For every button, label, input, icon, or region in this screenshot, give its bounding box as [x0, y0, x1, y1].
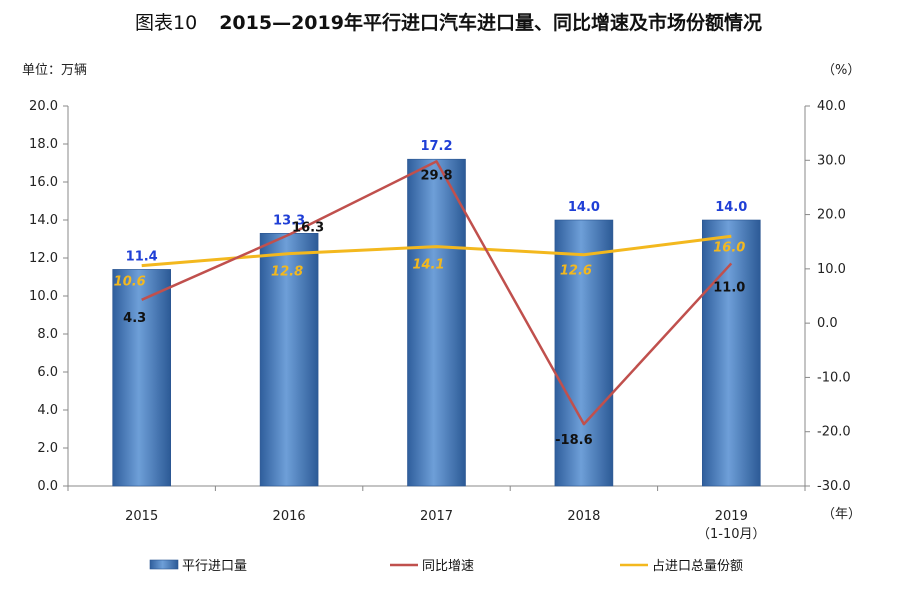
x-axis-tick-label: 2015	[125, 509, 158, 524]
left-axis-tick-label: 4.0	[37, 403, 58, 418]
chart-title-text: 2015—2019年平行进口汽车进口量、同比增速及市场份额情况	[219, 12, 762, 34]
figure-number: 图表10	[135, 12, 198, 34]
bar-2017	[407, 158, 466, 487]
left-axis-tick-label: 2.0	[37, 441, 58, 456]
legend-item-growth: 同比增速	[390, 559, 474, 574]
x-axis-tick-label: 2016	[273, 509, 306, 524]
right-axis-tick-label: 40.0	[817, 99, 846, 114]
growth-value-label: 16.3	[292, 221, 324, 236]
right-axis-unit: （%）	[822, 63, 860, 78]
bar-2018	[554, 219, 614, 487]
x-axis-tick-label: 2018	[567, 509, 600, 524]
legend-item-share: 占进口总量份额	[620, 559, 743, 574]
bar-value-label: 11.4	[126, 249, 158, 264]
bar-2019	[701, 219, 761, 487]
legend-label: 占进口总量份额	[652, 559, 743, 574]
left-axis-tick-label: 14.0	[29, 213, 58, 228]
bar-value-label: 17.2	[420, 139, 452, 154]
bar-value-label: 14.0	[715, 200, 747, 215]
share-value-label: 10.6	[114, 275, 146, 290]
legend-item-volume: 平行进口量	[149, 559, 247, 574]
x-axis-tick-sublabel: （1-10月）	[697, 527, 766, 542]
legend-label: 平行进口量	[182, 559, 247, 574]
legend-label: 同比增速	[422, 559, 474, 574]
bar-value-label: 14.0	[568, 200, 600, 215]
growth-value-label: 29.8	[420, 168, 452, 183]
growth-line	[141, 160, 733, 426]
bar-2016	[259, 233, 319, 487]
left-axis-tick-label: 20.0	[29, 99, 58, 114]
bar-2015	[112, 269, 171, 487]
growth-value-label: 11.0	[713, 280, 745, 295]
right-axis-tick-label: 0.0	[817, 316, 838, 331]
share-value-label: 12.8	[271, 265, 303, 280]
right-axis-tick-label: -10.0	[817, 370, 851, 385]
left-axis-tick-label: 16.0	[29, 175, 58, 190]
right-axis-tick-label: 10.0	[817, 262, 846, 277]
left-axis-tick-label: 6.0	[37, 365, 58, 380]
growth-value-label: -18.6	[555, 433, 592, 448]
left-axis-tick-label: 12.0	[29, 251, 58, 266]
chart-title: 图表10 2015—2019年平行进口汽车进口量、同比增速及市场份额情况	[0, 8, 897, 35]
left-axis-unit: 单位：万辆	[22, 63, 87, 78]
x-axis-tick-label: 2017	[420, 509, 453, 524]
right-axis-tick-label: -20.0	[817, 425, 851, 440]
x-axis-tick-label: 2019	[715, 509, 748, 524]
legend-swatch-bar	[149, 559, 179, 570]
left-axis-tick-label: 18.0	[29, 137, 58, 152]
right-axis-tick-label: 20.0	[817, 208, 846, 223]
left-axis-tick-label: 10.0	[29, 289, 58, 304]
right-axis-tick-label: 30.0	[817, 153, 846, 168]
left-axis-tick-label: 0.0	[37, 479, 58, 494]
share-value-label: 14.1	[412, 258, 444, 273]
share-value-label: 16.0	[713, 240, 745, 255]
left-axis-tick-label: 8.0	[37, 327, 58, 342]
right-axis-tick-label: -30.0	[817, 479, 851, 494]
growth-value-label: 4.3	[123, 311, 146, 326]
share-value-label: 12.6	[560, 264, 592, 279]
bar-value-label: 13.3	[273, 213, 305, 228]
x-axis-unit: （年）	[822, 507, 861, 522]
